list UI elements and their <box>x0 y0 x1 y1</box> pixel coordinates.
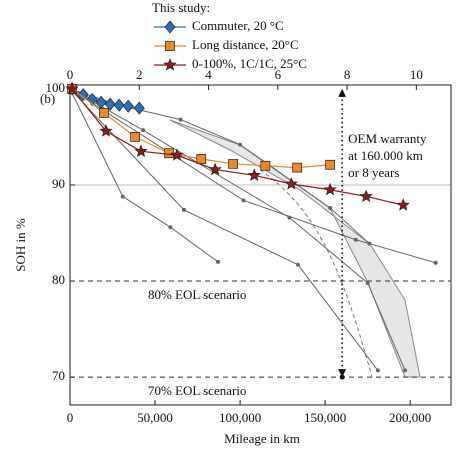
reference-point <box>178 117 183 122</box>
x2-tick-label: 6 <box>275 67 282 82</box>
x-tick-label: 0 <box>67 410 74 425</box>
reference-point <box>328 206 333 211</box>
data-point <box>170 148 184 161</box>
reference-line <box>69 88 379 371</box>
legend-label: Commuter, 20 °C <box>192 18 284 33</box>
y-tick-label: 90 <box>52 176 65 191</box>
reference-point <box>241 198 246 203</box>
data-point <box>284 177 298 190</box>
data-point <box>99 124 113 137</box>
reference-point <box>238 142 243 147</box>
eol-label: 70% EOL scenario <box>148 383 246 398</box>
data-point <box>133 101 145 115</box>
warranty-arrow <box>338 369 347 378</box>
reference-line <box>69 88 436 264</box>
legend-marker <box>163 58 177 71</box>
projection-median <box>259 169 373 378</box>
reference-point <box>120 194 125 199</box>
data-point <box>99 108 109 118</box>
reference-line <box>69 88 219 263</box>
x2-tick-label: 10 <box>410 67 423 82</box>
data-point <box>77 88 89 102</box>
data-point <box>247 168 261 181</box>
legend-marker <box>165 41 175 51</box>
y-tick-label: 70 <box>52 368 65 383</box>
data-point <box>208 162 222 176</box>
legend-title: This study: <box>152 0 210 15</box>
y-axis-label: SOH in % <box>13 218 28 272</box>
data-point <box>359 189 373 203</box>
data-point <box>396 198 410 211</box>
data-point <box>122 99 134 113</box>
warranty-label: or 8 years <box>348 165 399 180</box>
x-tick-label: 200,000 <box>389 410 431 425</box>
x2-tick-label: 0 <box>67 67 74 82</box>
legend-label: Long distance, 20°C <box>192 37 299 52</box>
data-point <box>325 159 335 170</box>
data-point <box>113 98 125 112</box>
legend-label: 0-100%, 1C/1C, 25°C <box>192 56 307 71</box>
panel-label: (b) <box>40 91 55 106</box>
reference-point <box>375 368 380 373</box>
data-point <box>104 97 116 111</box>
reference-point <box>365 280 370 285</box>
reference-point <box>215 259 220 264</box>
reference-point <box>367 241 372 246</box>
reference-point <box>141 128 146 133</box>
warranty-label: OEM warranty <box>348 131 427 146</box>
x-axis-label: Mileage in km <box>224 431 300 446</box>
y-tick-label: 80 <box>52 272 65 287</box>
reference-point <box>295 262 300 267</box>
reference-point <box>181 207 186 212</box>
data-point <box>323 182 337 196</box>
series-line <box>71 88 404 206</box>
y-tick-label: 100 <box>46 80 66 95</box>
reference-point <box>433 260 438 265</box>
reference-line <box>69 88 370 244</box>
x2-tick-label: 2 <box>136 67 143 82</box>
eol-label: 80% EOL scenario <box>148 287 246 302</box>
legend-marker <box>164 20 176 34</box>
x-tick-label: 100,000 <box>219 410 261 425</box>
x-tick-label: 150,000 <box>304 410 346 425</box>
warranty-label: at 160.000 km <box>348 148 423 163</box>
data-point <box>292 162 303 173</box>
data-point <box>260 160 271 171</box>
reference-point <box>287 215 292 220</box>
warranty-end <box>339 374 345 380</box>
data-point <box>164 148 174 159</box>
data-point <box>196 154 207 164</box>
x2-tick-label: 8 <box>344 67 351 82</box>
data-point <box>228 158 238 169</box>
x-tick-label: 50,000 <box>137 410 173 425</box>
data-point <box>134 144 148 157</box>
data-point <box>130 132 140 142</box>
plot-frame <box>69 84 452 406</box>
reference-point <box>353 237 358 242</box>
reference-point <box>168 225 173 230</box>
data-point <box>65 81 79 95</box>
x2-tick-label: 4 <box>205 67 212 82</box>
warranty-arrow <box>338 88 347 97</box>
reference-point <box>403 368 408 373</box>
